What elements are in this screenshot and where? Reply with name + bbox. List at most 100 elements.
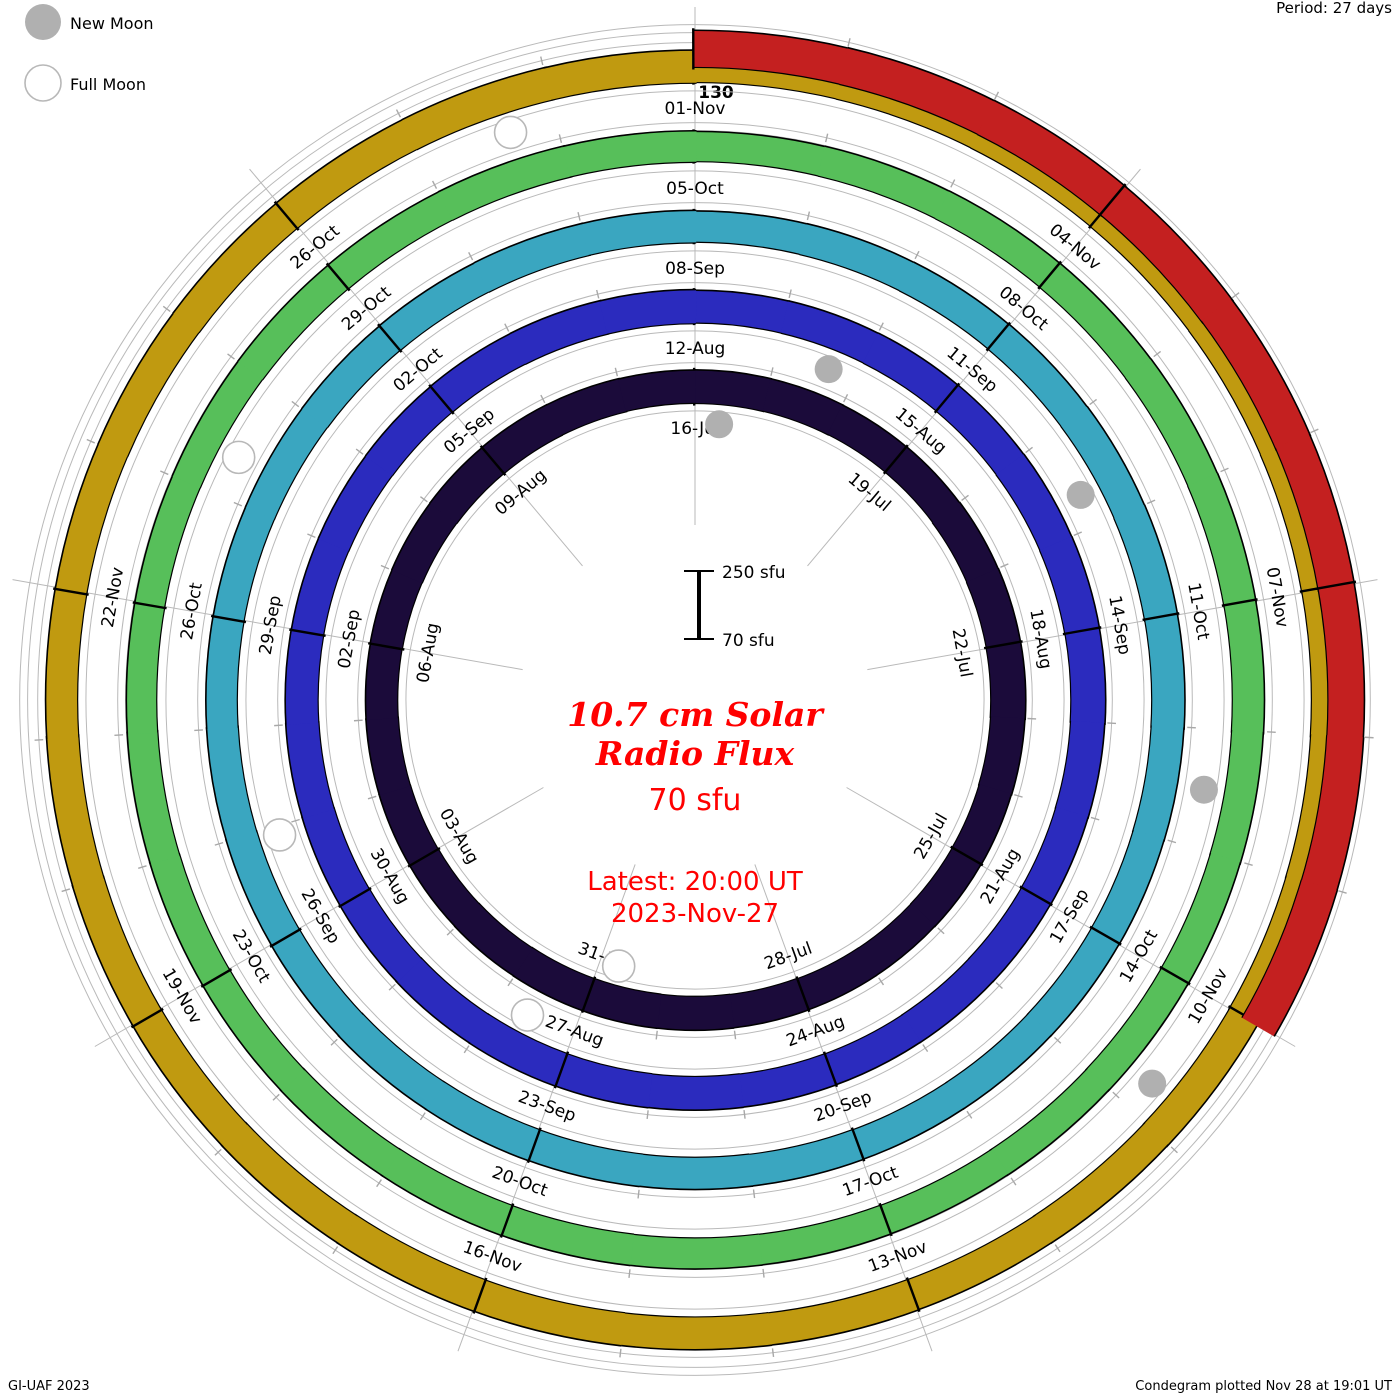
date-tick-label: 23-Sep [515,1087,578,1126]
flux-segment [543,50,697,101]
full-moon-marker [493,115,528,150]
scale-bar-top-label: 250 sfu [722,563,785,583]
flux-segment [291,536,350,636]
current-flux-value: 70 sfu [649,783,742,818]
day-tick [269,927,302,948]
flux-segment [391,502,458,584]
flux-segment [762,378,844,436]
full-moon-marker [262,818,297,852]
date-tick-label: 05-Oct [666,179,724,199]
day-tick [407,847,441,868]
new-moon-marker [1189,775,1218,804]
flux-segment [1201,298,1311,452]
flux-segment [817,146,952,220]
flux-segment [1317,582,1365,741]
flux-segment [1160,852,1241,986]
new-moon-marker [814,355,843,384]
day-tick [132,601,167,610]
full-moon-label: Full Moon [70,75,146,94]
flux-segment [545,378,628,436]
day-tick [1019,885,1053,907]
flux-segment [968,887,1051,983]
date-tick-label: 01-Nov [665,99,726,119]
flux-segment [877,1148,1009,1235]
flux-segment [430,332,528,413]
new-moon-marker [1138,1069,1167,1098]
flux-segment [245,406,329,520]
flux-segment [580,210,697,256]
flux-segment [901,957,994,1044]
new-moon-marker [705,410,734,439]
flux-segment [581,977,662,1029]
flux-segment [1039,262,1153,381]
flux-segment [693,30,852,85]
flux-segment [618,369,696,412]
scale-bar: 250 sfu 70 sfu [684,563,785,651]
flux-segment [978,716,1026,796]
scale-bar-bottom-label: 70 sfu [722,631,775,651]
flux-segment [827,404,908,474]
date-tick-label: 06-Aug [413,621,443,684]
flux-segment [1275,433,1355,592]
flux-segment [951,784,1012,866]
day-tick [850,1127,866,1162]
flux-segment [857,903,936,976]
flux-segment [526,1129,644,1187]
flux-segment [627,1234,763,1270]
flux-segment [401,67,555,150]
flux-segment [839,47,998,136]
flux-segment [205,613,245,730]
flux-segment [279,1067,401,1177]
day-tick [933,382,961,414]
date-tick-label: 20-Oct [489,1163,550,1202]
flux-segment [498,1204,634,1266]
day-tick [472,1277,488,1314]
flux-segment [221,1121,358,1245]
flux-segment [1020,806,1089,907]
flux-segment [149,852,230,986]
day-tick [985,321,1012,352]
flux-segment [1144,613,1185,730]
flux-segment [328,190,455,290]
flux-segment [822,1014,922,1086]
flux-segment [127,729,180,865]
flux-segment [1187,473,1257,609]
flux-segment [45,585,88,740]
footer-plot-time: Condegram plotted Nov 28 at 19:01 UT [1135,1379,1392,1394]
flux-segment [936,384,1025,477]
flux-segment [1100,185,1234,324]
period-label: Period: 27 days [1276,0,1392,17]
flux-segment [904,1214,1054,1311]
flux-segment [395,957,490,1044]
flux-segment [339,887,422,983]
flux-segment [850,1081,965,1161]
flux-segment [474,223,591,293]
day-tick [878,1202,893,1237]
center-title-block: 10.7 cm Solar Radio Flux 70 sfu Latest: … [567,695,825,929]
flux-segment [270,927,364,1037]
flux-segment [977,100,1128,217]
flux-segment [986,641,1026,721]
flux-segment [471,1278,626,1346]
flux-segment [780,300,880,364]
flux-segment [756,1205,891,1266]
flux-segment [765,1279,919,1346]
flux-segment [379,261,491,351]
date-tick-label: 13-Nov [866,1237,930,1277]
day-tick [526,1127,542,1164]
flux-segment [693,290,791,334]
flux-segment [1125,358,1219,489]
flux-segment [1142,1007,1259,1148]
flux-segment [97,310,201,457]
day-tick [428,384,455,415]
flux-segment [134,473,202,608]
legend: New Moon Full Moon [24,4,154,102]
full-moon-marker [510,998,545,1032]
flux-segment [599,289,697,335]
date-tick-label: 24-Aug [784,1012,848,1052]
flux-segment [966,568,1021,650]
flux-segment [636,1154,754,1190]
flux-segment [1113,504,1178,622]
date-tick-label: 16-Nov [460,1237,524,1277]
flux-segment [1090,829,1165,946]
